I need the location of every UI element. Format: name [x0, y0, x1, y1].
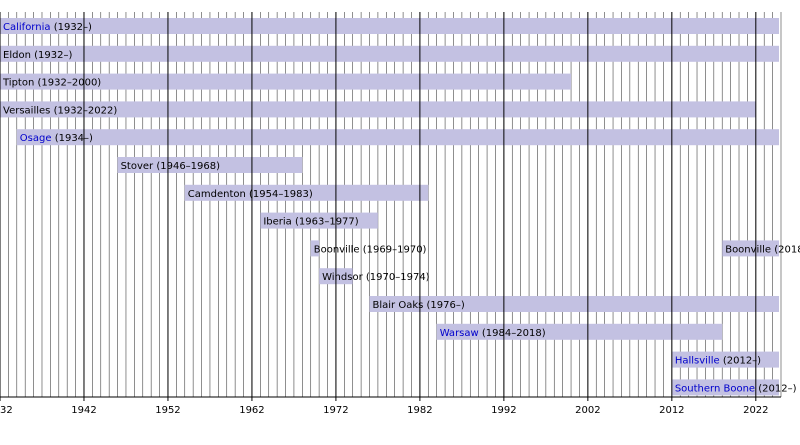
span: (2012–): [758, 383, 796, 394]
span: (2012–): [723, 356, 761, 367]
timeline-bar: [0, 45, 779, 62]
name: Camdenton: [188, 189, 246, 200]
bar-label: Southern Boone (2012–): [675, 383, 797, 394]
bar-label: Blair Oaks (1976–): [373, 300, 465, 311]
bar-label: Tipton (1932–2000): [2, 78, 101, 89]
x-tick-label: 1932: [0, 405, 13, 416]
timeline-bar: [671, 379, 779, 396]
name: Tipton: [2, 78, 34, 89]
x-tick-label: 1992: [491, 405, 516, 416]
x-tick-label: 1952: [155, 405, 180, 416]
span: (1969–1970): [363, 244, 427, 255]
link-name[interactable]: Warsaw: [440, 328, 479, 339]
timeline-bar: [117, 157, 303, 173]
link-name[interactable]: Hallsville: [675, 356, 720, 367]
name: Eldon: [3, 50, 31, 61]
timeline-bar: [671, 351, 779, 368]
span: (1932–2022): [54, 105, 118, 116]
x-tick-label: 2002: [575, 405, 600, 416]
x-tick-label: 2012: [659, 405, 684, 416]
bar-label: Stover (1946–1968): [121, 161, 221, 172]
link-name[interactable]: Southern Boone: [675, 383, 755, 394]
timeline-bar: [436, 323, 723, 340]
x-tick-label: 1982: [407, 405, 432, 416]
timeline-bar: [0, 18, 779, 34]
bar-label: Hallsville (2012–): [675, 356, 761, 367]
bar-label: Osage (1934–): [20, 133, 93, 144]
bar-label: Eldon (1932–): [3, 50, 72, 61]
bar-label: Iberia (1963–1977): [263, 217, 358, 228]
x-tick-label: 1942: [71, 405, 96, 416]
span: (1984–2018): [482, 328, 546, 339]
timeline-bar: [0, 101, 756, 118]
bar-label: Camdenton (1954–1983): [188, 189, 313, 200]
name: Iberia: [263, 217, 291, 228]
span: (1976–): [427, 300, 465, 311]
timeline-bar: [184, 184, 429, 201]
span: (1954–1983): [249, 189, 313, 200]
x-tick-label: 2022: [743, 405, 768, 416]
span: (1932–2000): [38, 78, 102, 89]
bar-label: Windsor (1970–1974): [322, 272, 430, 283]
name: Windsor: [322, 272, 363, 283]
link-name[interactable]: California: [3, 22, 51, 33]
x-tick-label: 1962: [239, 405, 264, 416]
span: (2018: [774, 244, 800, 255]
bar-label: Boonville (2018: [725, 244, 800, 255]
span: (1946–1968): [156, 161, 220, 172]
bar-label: Versailles (1932–2022): [3, 105, 117, 116]
link-name[interactable]: Osage: [20, 133, 52, 144]
x-tick-label: 1972: [323, 405, 348, 416]
name: Blair Oaks: [373, 300, 424, 311]
bar-label: California (1932–): [3, 22, 92, 33]
bar-label: Warsaw (1984–2018): [440, 328, 546, 339]
timeline-bar: [260, 212, 378, 229]
span: (1963–1977): [295, 217, 359, 228]
name: Boonville: [725, 244, 771, 255]
timeline-bar: [310, 240, 320, 257]
span: (1934–): [55, 133, 93, 144]
name: Versailles: [3, 105, 50, 116]
span: (1970–1974): [366, 272, 430, 283]
name: Stover: [121, 161, 154, 172]
name: Boonville: [314, 244, 360, 255]
timeline-bar: [16, 129, 779, 146]
span: (1932–): [54, 22, 92, 33]
span: (1932–): [34, 50, 72, 61]
bar-label: Boonville (1969–1970): [314, 244, 427, 255]
timeline-bar: [722, 240, 779, 257]
timeline-bar: [369, 296, 779, 312]
timeline-bar: [0, 73, 572, 90]
